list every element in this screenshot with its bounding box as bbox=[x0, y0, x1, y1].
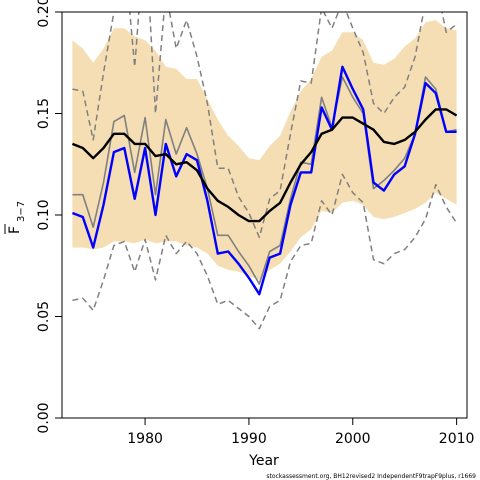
y-axis-label-main: F bbox=[7, 226, 23, 234]
y-axis: 0.00 0.05 0.10 0.15 0.20 bbox=[36, 0, 62, 434]
y-tick-label-0.05: 0.05 bbox=[36, 301, 52, 332]
y-axis-label: F 3−7 bbox=[4, 201, 27, 234]
y-tick-label-0.15: 0.15 bbox=[36, 98, 52, 129]
x-axis-label: Year bbox=[248, 453, 279, 469]
series-layer bbox=[71, 12, 458, 330]
x-tick-label-2010: 2010 bbox=[439, 431, 475, 447]
series-line-observed-gray bbox=[72, 76, 457, 285]
series-line-upper-bound bbox=[72, 12, 458, 239]
x-axis: 1980 1990 2000 2010 bbox=[127, 418, 474, 447]
confidence-band-layer bbox=[72, 20, 457, 280]
y-tick-label-0.00: 0.00 bbox=[36, 402, 52, 433]
series-line-observed-blue bbox=[71, 65, 457, 296]
y-tick-label-0.20: 0.20 bbox=[36, 0, 52, 28]
confidence-band bbox=[72, 20, 457, 280]
series-line-lower-bound bbox=[72, 173, 458, 330]
x-tick-label-1980: 1980 bbox=[127, 431, 163, 447]
source-note: stockassessment.org, BH12revised2 Indepe… bbox=[266, 473, 476, 480]
y-axis-label-subscript: 3−7 bbox=[16, 201, 27, 222]
x-tick-label-2000: 2000 bbox=[335, 431, 371, 447]
x-tick-label-1990: 1990 bbox=[231, 431, 267, 447]
series-line-estimate bbox=[71, 108, 458, 223]
y-tick-label-0.10: 0.10 bbox=[36, 199, 52, 230]
